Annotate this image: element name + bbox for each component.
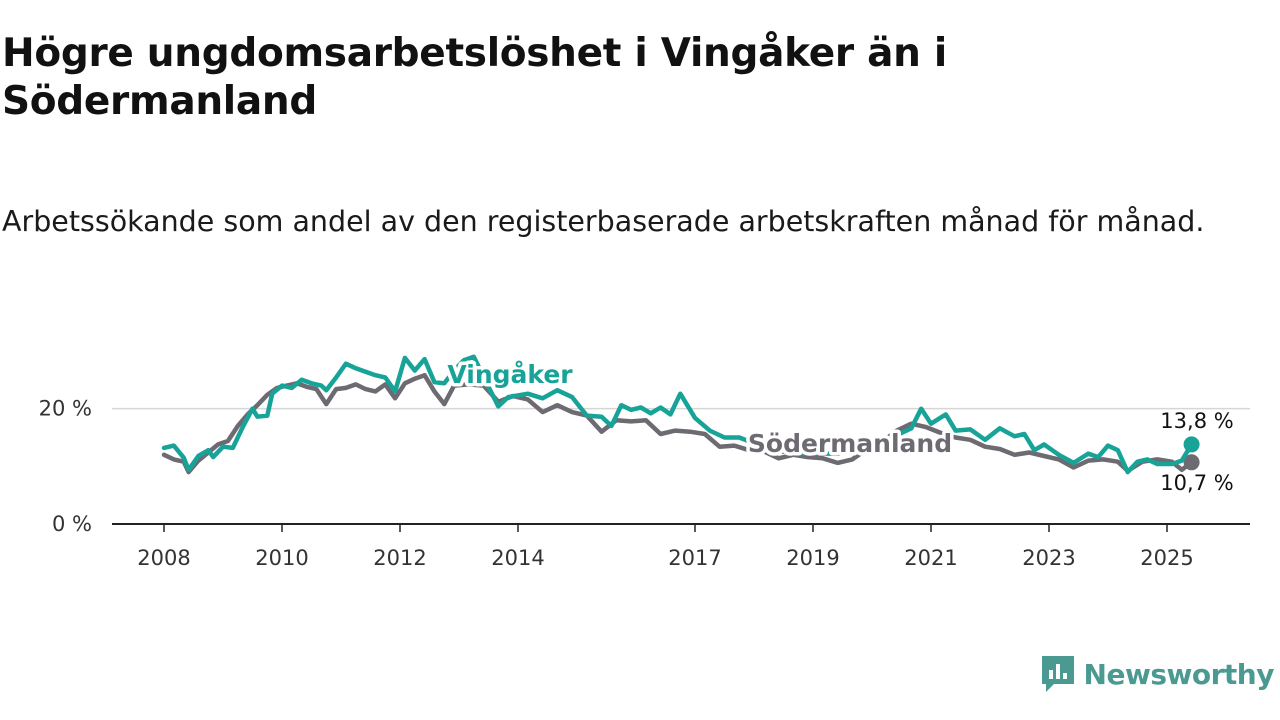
newsworthy-logo-icon [1041,656,1074,692]
brand-name: Newsworthy [1083,657,1275,691]
x-tick-label: 2019 [786,546,839,570]
series-line-sodermanland [161,372,1194,475]
series-layer [161,354,1200,475]
y-tick-label: 20 % [39,397,92,421]
series-end-marker [1183,436,1200,453]
x-tick-label: 2025 [1140,546,1193,570]
chart-subtitle: Arbetssökande som andel av den registerb… [2,205,1205,238]
series-label-sodermanland: Södermanland [748,429,952,458]
x-tick-label: 2008 [137,546,190,570]
end-value-vingaker: 13,8 % [1160,409,1233,433]
x-tick-label: 2010 [255,546,308,570]
series-line-vingaker [161,354,1194,475]
newsworthy-brand: Newsworthy [1040,654,1275,694]
label-layer: Vingåker Södermanland 13,8 % 10,7 % [444,357,1234,496]
x-tick-label: 2023 [1022,546,1075,570]
series-label-vingaker: Vingåker [447,360,573,389]
x-tick-label: 2017 [668,546,721,570]
axis-layer: 0 % 20 % 2008 2010 2012 2014 2017 2019 2021 2023 2… [39,397,1250,570]
x-tick-label: 2021 [904,546,957,570]
x-tick-label: 2014 [491,546,544,570]
series-end-marker [1183,454,1200,471]
end-value-sodermanland: 10,7 % [1160,471,1233,495]
y-tick-label: 0 % [52,512,92,536]
chart-title: Högre ungdomsarbetslöshet i Vingåker än … [2,31,947,124]
x-tick-label: 2012 [373,546,426,570]
